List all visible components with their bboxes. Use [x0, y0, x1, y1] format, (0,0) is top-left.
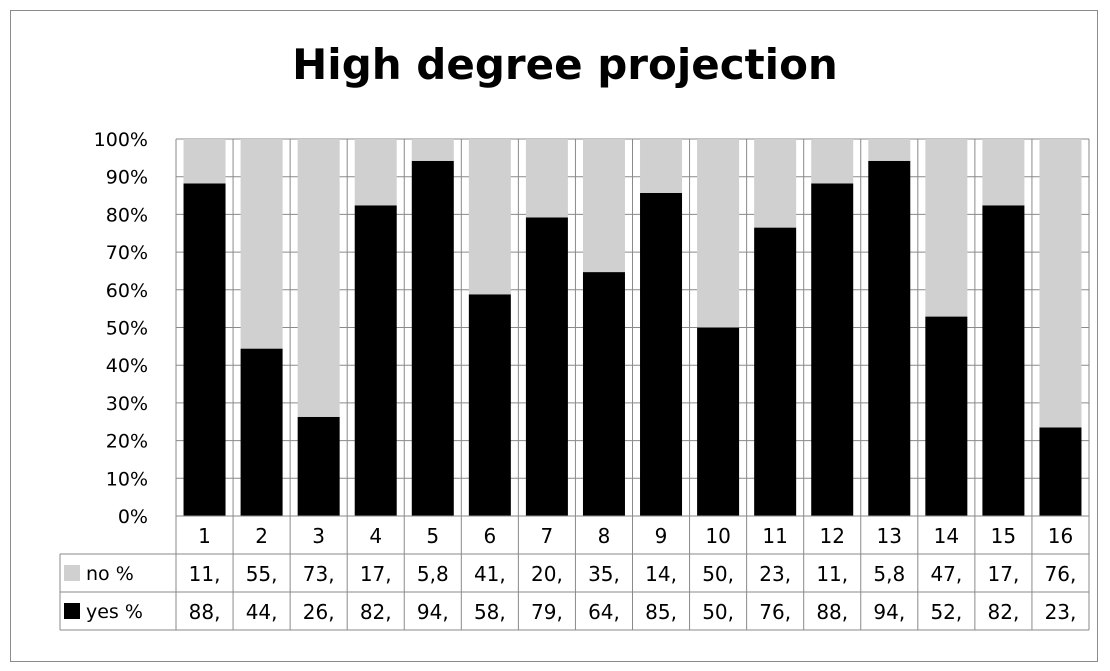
category-label: 8 [598, 524, 611, 548]
bar-yes [354, 205, 397, 517]
y-tick-label: 20% [106, 431, 148, 453]
table-value: 94, [417, 600, 449, 624]
category-label: 5 [426, 524, 439, 548]
y-tick-label: 70% [106, 242, 148, 264]
bar-no [640, 139, 683, 193]
category-label: 11 [762, 524, 787, 548]
y-tick-label: 80% [106, 204, 148, 226]
bar-yes [982, 205, 1025, 517]
category-label: 3 [312, 524, 325, 548]
bar-no [297, 139, 340, 417]
table-value: 76, [1045, 562, 1077, 586]
bar-yes [240, 348, 283, 516]
table-value: 79, [531, 600, 563, 624]
table-value: 44, [246, 600, 278, 624]
legend-key [64, 603, 80, 619]
bar-no [525, 139, 568, 218]
bar-no [811, 139, 854, 184]
y-tick-label: 100% [94, 129, 148, 151]
table-value: 64, [588, 600, 620, 624]
bar-yes [582, 272, 625, 516]
bar-no [183, 139, 226, 184]
category-label: 9 [655, 524, 668, 548]
category-label: 7 [541, 524, 554, 548]
bar-no [411, 139, 454, 161]
bar-yes [811, 183, 854, 516]
table-value: 11, [816, 562, 848, 586]
table-value: 58, [474, 600, 506, 624]
series-name: yes % [86, 601, 143, 623]
table-value: 55, [246, 562, 278, 586]
table-value: 20, [531, 562, 563, 586]
series-name: no % [86, 563, 134, 585]
bar-no [240, 139, 283, 349]
bar-no [697, 139, 740, 328]
table-value: 50, [702, 562, 734, 586]
category-label: 10 [705, 524, 730, 548]
bar-no [354, 139, 397, 206]
y-tick-label: 60% [106, 280, 148, 302]
category-label: 16 [1048, 524, 1073, 548]
table-value: 41, [474, 562, 506, 586]
y-tick-label: 0% [118, 506, 148, 528]
bar-no [582, 139, 625, 273]
table-value: 94, [873, 600, 905, 624]
legend-key [64, 565, 80, 581]
category-label: 6 [483, 524, 496, 548]
table-value: 11, [189, 562, 221, 586]
table-value: 17, [360, 562, 392, 586]
y-tick-label: 50% [106, 318, 148, 340]
category-label: 2 [255, 524, 268, 548]
bar-yes [297, 416, 340, 516]
table-value: 14, [645, 562, 677, 586]
y-tick-label: 30% [106, 393, 148, 415]
category-label: 1 [198, 524, 211, 548]
table-value: 73, [303, 562, 335, 586]
table-value: 5,8 [417, 562, 449, 586]
bar-yes [697, 327, 740, 516]
bar-yes [754, 227, 797, 516]
table-value: 5,8 [873, 562, 905, 586]
bar-yes [925, 316, 968, 516]
table-value: 82, [988, 600, 1020, 624]
category-label: 4 [369, 524, 382, 548]
table-value: 50, [702, 600, 734, 624]
bar-no [925, 139, 968, 317]
table-value: 26, [303, 600, 335, 624]
chart-title: High degree projection [292, 40, 838, 89]
table-value: 88, [189, 600, 221, 624]
y-tick-label: 40% [106, 355, 148, 377]
bar-no [754, 139, 797, 228]
category-label: 14 [934, 524, 959, 548]
table-value: 23, [1045, 600, 1077, 624]
table-value: 88, [816, 600, 848, 624]
bar-yes [1039, 427, 1082, 516]
y-tick-label: 90% [106, 167, 148, 189]
bar-no [468, 139, 511, 295]
table-value: 35, [588, 562, 620, 586]
bar-no [982, 139, 1025, 206]
bar-no [1039, 139, 1082, 428]
bar-yes [183, 183, 226, 516]
bar-no [868, 139, 911, 161]
category-label: 15 [991, 524, 1016, 548]
table-value: 76, [759, 600, 791, 624]
table-value: 85, [645, 600, 677, 624]
category-label: 12 [819, 524, 844, 548]
bar-yes [868, 160, 911, 516]
table-value: 47, [930, 562, 962, 586]
table-value: 52, [930, 600, 962, 624]
table-value: 17, [988, 562, 1020, 586]
category-label: 13 [877, 524, 902, 548]
bar-yes [640, 192, 683, 516]
table-value: 23, [759, 562, 791, 586]
bar-yes [468, 294, 511, 516]
table-value: 82, [360, 600, 392, 624]
bar-yes [411, 160, 454, 516]
y-tick-label: 10% [106, 468, 148, 490]
bar-yes [525, 217, 568, 516]
